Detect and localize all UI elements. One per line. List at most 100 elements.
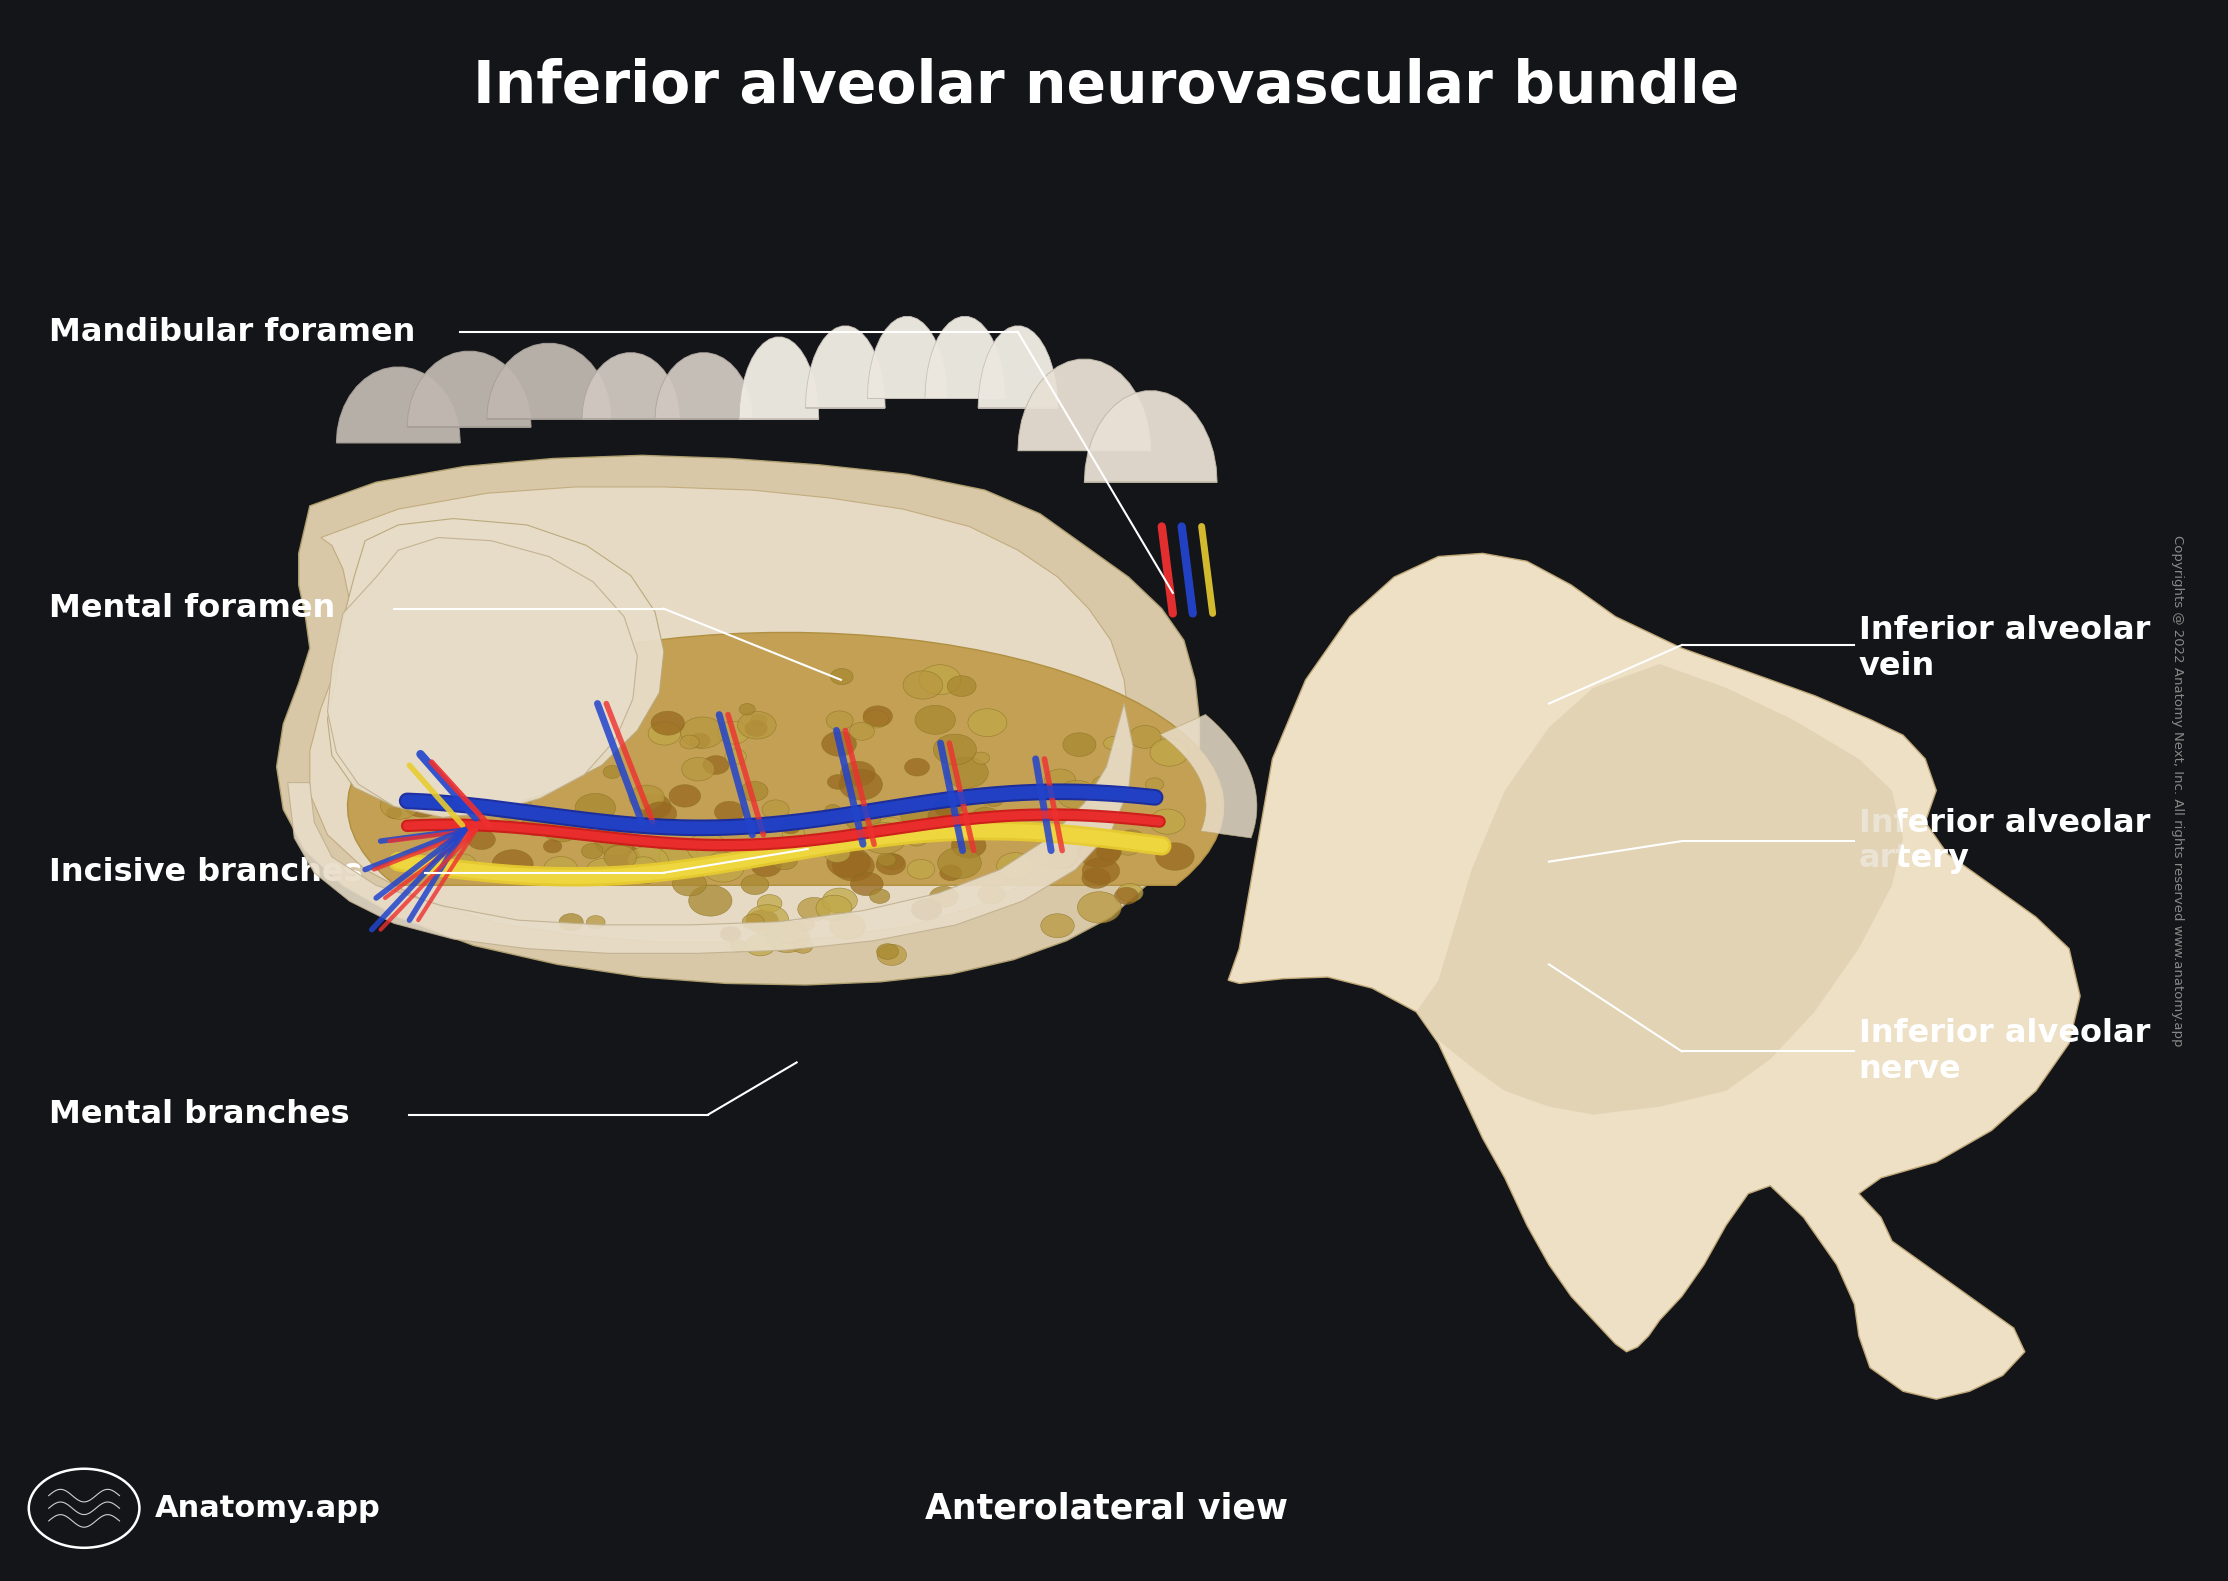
Circle shape [742, 914, 764, 930]
Circle shape [1078, 838, 1121, 868]
Text: Anatomy.app: Anatomy.app [156, 1494, 381, 1523]
Circle shape [1092, 775, 1121, 797]
Circle shape [1118, 830, 1145, 849]
Circle shape [637, 794, 671, 819]
Circle shape [822, 889, 858, 914]
Circle shape [900, 805, 929, 825]
Circle shape [951, 800, 989, 827]
Circle shape [688, 734, 711, 748]
Polygon shape [1085, 391, 1216, 482]
Circle shape [934, 797, 962, 817]
Circle shape [385, 808, 401, 819]
Polygon shape [925, 316, 1005, 398]
Circle shape [1156, 843, 1194, 870]
Circle shape [544, 674, 586, 704]
Polygon shape [488, 343, 610, 419]
Circle shape [717, 721, 749, 745]
Circle shape [882, 854, 905, 870]
Circle shape [780, 819, 800, 833]
Circle shape [381, 792, 419, 819]
Circle shape [934, 734, 976, 765]
Text: Inferior alveolar
nerve: Inferior alveolar nerve [1858, 1018, 2150, 1085]
Text: Inferior alveolar neurovascular bundle: Inferior alveolar neurovascular bundle [472, 58, 1740, 115]
Circle shape [659, 843, 697, 871]
Circle shape [751, 855, 782, 876]
Circle shape [588, 718, 619, 740]
Circle shape [974, 753, 989, 764]
Circle shape [559, 914, 584, 931]
Circle shape [945, 757, 989, 789]
Polygon shape [408, 351, 530, 427]
Text: Mental foramen: Mental foramen [49, 593, 334, 624]
Circle shape [782, 827, 804, 843]
Circle shape [720, 926, 742, 941]
Polygon shape [1018, 359, 1150, 451]
Text: Anterolateral view: Anterolateral view [925, 1491, 1288, 1526]
Polygon shape [740, 337, 818, 419]
Circle shape [927, 806, 954, 825]
Circle shape [550, 723, 570, 737]
Circle shape [481, 745, 506, 762]
Circle shape [1114, 887, 1139, 904]
Circle shape [421, 738, 450, 759]
Polygon shape [336, 367, 461, 443]
Circle shape [905, 759, 929, 776]
Circle shape [798, 898, 831, 920]
Circle shape [448, 854, 477, 873]
Circle shape [715, 802, 744, 822]
Text: Mental branches: Mental branches [49, 1099, 350, 1130]
Circle shape [851, 873, 882, 896]
Circle shape [1040, 914, 1074, 938]
Circle shape [938, 847, 980, 879]
Circle shape [455, 762, 497, 794]
Circle shape [822, 732, 856, 756]
Polygon shape [655, 353, 753, 419]
Circle shape [544, 857, 577, 881]
Circle shape [771, 851, 798, 870]
Circle shape [762, 800, 789, 819]
Circle shape [680, 735, 700, 749]
Circle shape [751, 715, 766, 726]
Circle shape [546, 705, 586, 735]
Circle shape [582, 735, 615, 759]
Circle shape [633, 865, 659, 884]
Circle shape [862, 822, 907, 854]
Circle shape [1045, 768, 1076, 790]
Circle shape [575, 794, 615, 822]
Circle shape [1078, 892, 1121, 923]
Circle shape [390, 762, 408, 773]
Circle shape [604, 765, 622, 778]
Circle shape [824, 844, 851, 862]
Circle shape [1063, 734, 1096, 756]
Circle shape [604, 846, 637, 870]
Circle shape [682, 757, 715, 781]
Circle shape [827, 846, 871, 877]
Circle shape [586, 858, 619, 881]
Circle shape [724, 749, 746, 764]
Polygon shape [348, 632, 1223, 885]
Circle shape [1065, 846, 1081, 858]
Circle shape [686, 833, 726, 862]
Circle shape [477, 702, 499, 719]
Circle shape [553, 688, 582, 708]
Circle shape [1130, 726, 1161, 748]
Circle shape [878, 854, 896, 866]
Polygon shape [328, 519, 664, 814]
Circle shape [985, 794, 1003, 806]
Circle shape [688, 885, 733, 915]
Circle shape [742, 874, 769, 895]
Circle shape [702, 852, 744, 882]
Circle shape [439, 723, 481, 753]
Circle shape [1083, 857, 1121, 884]
Polygon shape [1417, 664, 1903, 1115]
Circle shape [680, 718, 724, 748]
Circle shape [929, 887, 958, 907]
Circle shape [586, 915, 606, 930]
Circle shape [833, 851, 873, 881]
Polygon shape [287, 704, 1134, 953]
Circle shape [815, 895, 851, 920]
Circle shape [492, 719, 517, 737]
Circle shape [1056, 781, 1096, 809]
Circle shape [519, 783, 537, 795]
Circle shape [831, 669, 853, 685]
